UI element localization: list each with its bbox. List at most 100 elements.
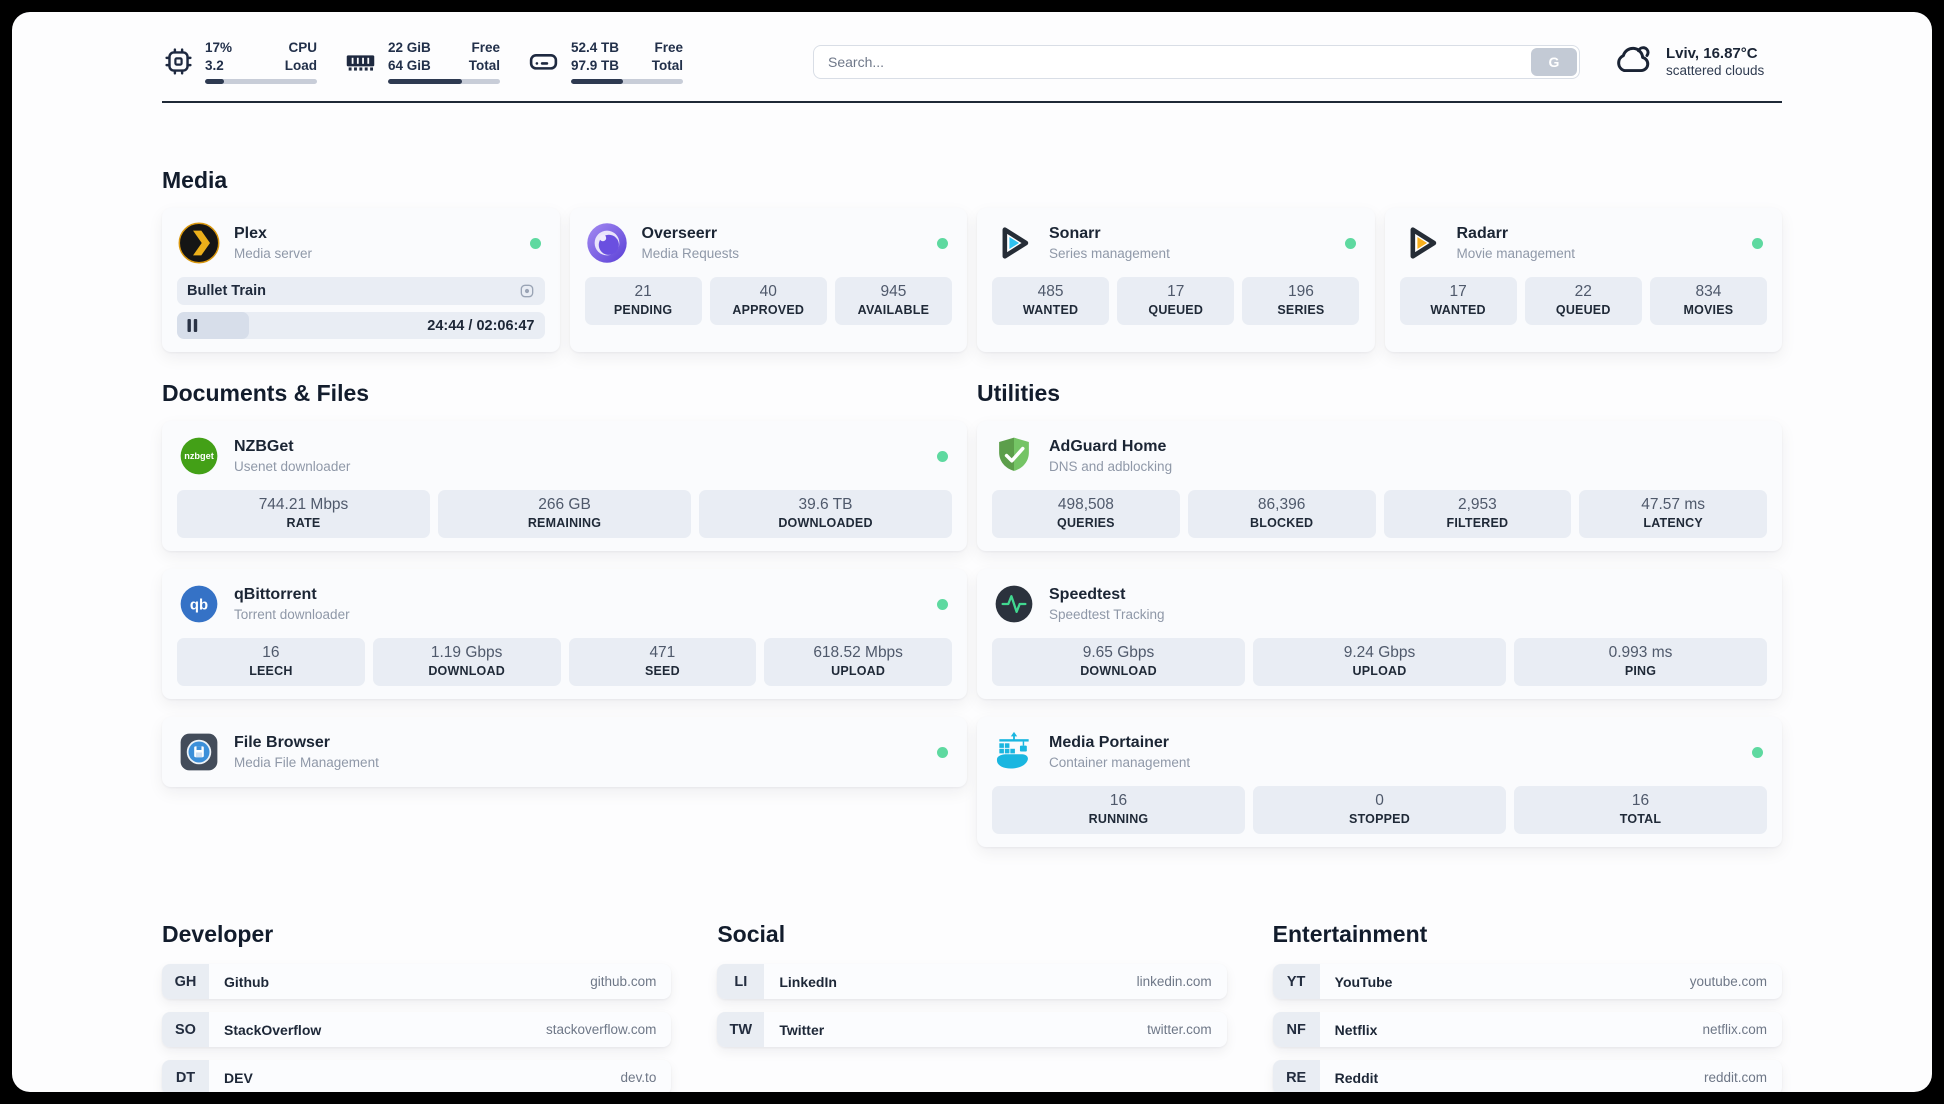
service-title: qBittorrent [234,585,317,603]
bookmark-stackoverflow[interactable]: SO StackOverflow stackoverflow.com [162,1012,672,1047]
cpu-icon [162,46,194,78]
stat-box: 16 LEECH [177,638,365,686]
status-online-dot [937,450,948,462]
service-card-adguard[interactable]: AdGuard Home DNS and adblocking 498,508 … [977,421,1782,551]
media-card-grid: Plex Media server Bullet Train [162,208,1782,352]
stat-box: 9.65 Gbps DOWNLOAD [992,638,1245,686]
cpu-load-label: Load [284,57,317,73]
status-online-dot [1344,237,1356,249]
service-title: Sonarr [1049,224,1101,242]
service-subtitle: Speedtest Tracking [1049,607,1165,622]
service-title: Plex [234,224,267,242]
sonarr-icon [992,221,1036,265]
now-playing-title: Bullet Train [187,283,266,299]
disk-icon [526,45,560,79]
resource-widgets: 17% 3.2 CPU Load [162,39,683,85]
service-card-radarr[interactable]: Radarr Movie management 17 WANTED 22 QUE… [1384,208,1782,352]
memory-total-label: Total [468,57,500,73]
disk-free-label: Free [654,39,683,55]
memory-free-label: Free [471,39,500,55]
radarr-icon [1400,221,1444,265]
portainer-icon [992,730,1036,774]
cpu-usage-value: 17% [205,39,233,55]
section-heading-documents: Documents & Files [162,380,370,406]
bookmark-dev[interactable]: DT DEV dev.to [162,1060,672,1092]
service-title: File Browser [234,733,331,751]
stat-box: 0 STOPPED [1253,786,1506,834]
status-online-dot [1752,237,1763,249]
memory-progress-bar [388,79,500,85]
playback-time: 24:44 / 02:06:47 [427,317,535,334]
stat-box: 266 GB REMAINING [438,490,691,538]
cpu-load-value: 3.2 [205,57,224,73]
search-input[interactable] [813,44,1580,79]
bookmark-linkedin[interactable]: LI LinkedIn linkedin.com [717,964,1227,999]
stat-box: 1.19 Gbps DOWNLOAD [372,638,561,686]
svg-text:qb: qb [190,597,208,613]
stat-box: 744.21 Mbps RATE [177,490,430,538]
service-card-overseerr[interactable]: Overseerr Media Requests 21 PENDING 40 A… [569,208,967,352]
bookmark-group-social: Social LI LinkedIn linkedin.com TW Twitt… [717,921,1227,1092]
stat-box: 0.993 ms PING [1514,638,1767,686]
stat-box: 945 AVAILABLE [834,277,952,325]
bookmark-twitter[interactable]: TW Twitter twitter.com [717,1012,1227,1047]
status-online-dot [937,598,948,610]
disk-total-value: 97.9 TB [571,57,620,73]
stat-box: 16 RUNNING [992,786,1245,834]
disk-total-label: Total [651,57,683,73]
stat-box: 618.52 Mbps UPLOAD [764,638,952,686]
header: 17% 3.2 CPU Load [162,12,1782,85]
svg-text:nzbget: nzbget [184,451,214,461]
bookmark-netflix[interactable]: NF Netflix netflix.com [1272,1012,1782,1047]
stat-box: 471 SEED [568,638,757,686]
service-title: AdGuard Home [1049,437,1167,455]
stat-box: 196 SERIES [1242,277,1360,325]
cpu-widget: 17% 3.2 CPU Load [162,39,317,85]
service-subtitle: Media File Management [234,755,379,770]
memory-widget: 22 GiB 64 GiB Free Total [343,39,500,85]
status-online-dot [1752,746,1763,758]
service-title: Radarr [1456,224,1509,242]
search-provider-button[interactable]: G [1531,47,1577,76]
stat-box: 47.57 ms LATENCY [1579,490,1767,538]
filebrowser-icon [177,730,221,774]
service-subtitle: Media Requests [641,246,740,261]
stat-box: 498,508 QUERIES [992,490,1180,538]
playback-progress-row: 24:44 / 02:06:47 [177,312,545,339]
stat-box: 40 APPROVED [709,277,827,325]
service-card-speedtest[interactable]: Speedtest Speedtest Tracking 9.65 Gbps D… [977,569,1782,699]
plex-icon [177,221,221,265]
service-subtitle: Movie management [1456,246,1576,261]
service-subtitle: Media server [234,246,313,261]
service-title: Speedtest [1049,585,1126,603]
bookmark-reddit[interactable]: RE Reddit reddit.com [1272,1060,1782,1092]
bookmark-github[interactable]: GH Github github.com [162,964,672,999]
service-card-sonarr[interactable]: Sonarr Series management 485 WANTED 17 Q… [977,208,1375,352]
bookmark-youtube[interactable]: YT YouTube youtube.com [1272,964,1782,999]
weather-location-temp: Lviv, 16.87°C [1666,45,1758,62]
service-card-qbittorrent[interactable]: qb qBittorrent Torrent downloader 16 LEE… [162,569,967,699]
memory-icon [343,45,377,79]
section-heading-social: Social [717,921,786,947]
stat-box: 485 WANTED [992,277,1110,325]
search-bar: G [813,44,1580,79]
memory-free-value: 22 GiB [388,39,431,55]
service-title: Media Portainer [1049,733,1170,751]
service-card-portainer[interactable]: Media Portainer Container management 16 … [977,717,1782,847]
service-card-plex[interactable]: Plex Media server Bullet Train [162,208,560,352]
qbittorrent-icon: qb [177,582,221,626]
stat-box: 17 QUEUED [1117,277,1235,325]
service-card-nzbget[interactable]: nzbget NZBGet Usenet downloader 744.21 M… [162,421,967,551]
stat-box: 2,953 FILTERED [1383,490,1572,538]
stat-box: 21 PENDING [584,277,702,325]
section-heading-developer: Developer [162,921,274,947]
adguard-icon [992,434,1036,478]
header-divider [162,101,1782,103]
status-online-dot [937,746,948,758]
service-subtitle: DNS and adblocking [1049,459,1173,474]
session-view-icon [519,283,535,299]
cpu-usage-label: CPU [288,39,317,55]
service-card-filebrowser[interactable]: File Browser Media File Management [162,717,967,787]
cloud-icon [1612,38,1654,85]
service-subtitle: Torrent downloader [234,607,350,622]
